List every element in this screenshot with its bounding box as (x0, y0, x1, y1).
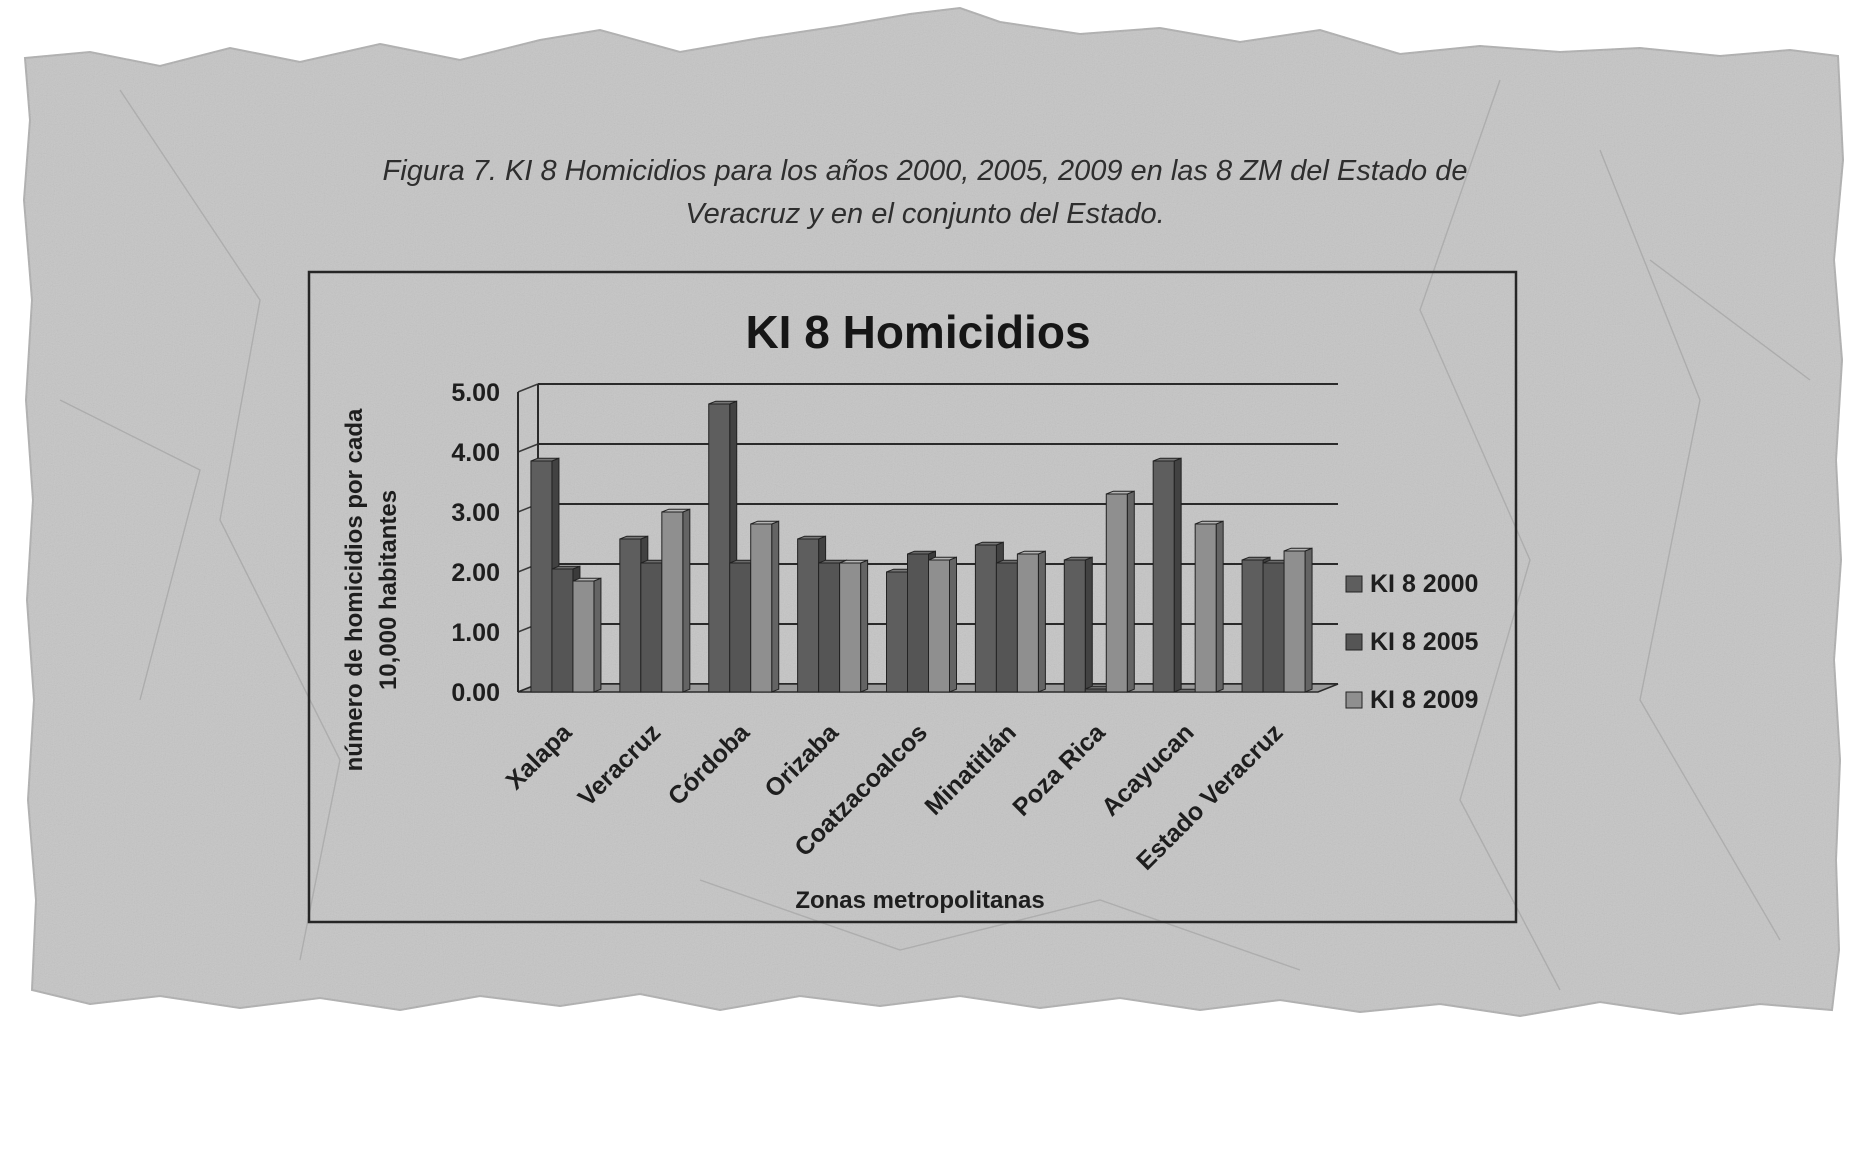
bar-front (661, 511, 684, 693)
bar (1063, 556, 1093, 693)
y-tick-label: 1.00 (451, 619, 500, 647)
bar-front (928, 559, 950, 693)
legend-swatch (1345, 575, 1363, 593)
bar (708, 400, 738, 693)
bar-front (572, 580, 595, 693)
bar-front (1016, 553, 1039, 693)
bar-side (860, 559, 869, 693)
x-axis-title: Zonas metropolitanas (795, 887, 1044, 914)
x-tick-label: Minatitlán (919, 718, 1021, 820)
x-tick-label: Poza Rica (1007, 718, 1111, 822)
bar-front (1262, 562, 1285, 693)
bar-front (1241, 559, 1264, 693)
bar-front (551, 568, 574, 693)
bar-front (818, 562, 841, 693)
x-tick-label: Orizaba (759, 718, 844, 803)
x-tick-label: Xalapa (501, 718, 579, 796)
x-tick-label: Veracruz (573, 718, 667, 812)
y-tick-label: 3.00 (451, 499, 500, 527)
legend-swatch (1345, 691, 1363, 709)
bar-front (1283, 550, 1306, 693)
bar-front (995, 562, 1018, 693)
bar-front (640, 562, 663, 693)
caption-line-2: Veracruz y en el conjunto del Estado. (685, 198, 1165, 230)
bar-front (974, 544, 997, 693)
legend-label: KI 8 2005 (1370, 628, 1479, 656)
bar-front (907, 553, 929, 693)
gridline-side (517, 443, 539, 453)
plot-area: 0.00 1.00 2.00 3.00 4.00 5.00 XalapaVeracruzCó… (451, 379, 1339, 876)
legend-label: KI 8 2000 (1370, 570, 1478, 598)
y-tick-label: 4.00 (451, 439, 500, 467)
bar (928, 556, 957, 693)
bar-side (1084, 556, 1093, 693)
paper-crease-lines (59, 79, 1811, 991)
axis-labels: Zonas metropolitanas número de homicidio… (341, 408, 1045, 914)
bar-side (949, 556, 957, 693)
legend-item: KI 8 2009 (1345, 686, 1478, 714)
legend-label: KI 8 2009 (1370, 686, 1478, 714)
bar (1152, 457, 1182, 693)
bar-front (1105, 493, 1128, 693)
bar-side (1215, 520, 1224, 693)
bar-front (1152, 460, 1175, 693)
figure-caption: Figura 7. KI 8 Homicidios para los años … (250, 150, 1600, 236)
caption-line-1: Figura 7. KI 8 Homicidios para los años … (382, 155, 1468, 187)
bar-front (1063, 559, 1086, 693)
y-axis-title-line-2: 10,000 habitantes (375, 490, 402, 690)
bar-side (771, 520, 780, 693)
legend-item: KI 8 2005 (1345, 628, 1479, 656)
bar (1194, 520, 1224, 693)
bar-side (1304, 547, 1313, 693)
bar-side (1037, 550, 1046, 693)
bar-front (708, 403, 731, 693)
bar (661, 508, 691, 693)
x-tick-label: Córdoba (663, 718, 756, 811)
y-axis-title-line-1: número de homicidios por cada (341, 408, 368, 771)
x-tick-label: Estado Veracruz (1131, 718, 1288, 875)
y-tick-label: 2.00 (451, 559, 500, 587)
bar-front (839, 562, 862, 693)
bar-side (593, 577, 602, 693)
chart-frame (307, 270, 1518, 924)
bar-front (750, 523, 773, 693)
bar-front (1084, 688, 1107, 693)
bar (572, 577, 602, 693)
bar-front (530, 460, 553, 693)
bar (1016, 550, 1046, 693)
y-tick-label: 0.00 (451, 679, 500, 707)
bar-side (1126, 490, 1135, 693)
bar (750, 520, 780, 693)
bar-front (1194, 523, 1217, 693)
bar-side (1173, 457, 1182, 693)
chart-title: KI 8 Homicidios (745, 306, 1090, 358)
bar (1105, 490, 1135, 693)
bar-front (886, 571, 908, 693)
legend-swatch (1345, 633, 1363, 651)
y-axis-title: número de homicidios por cada 10,000 hab… (341, 408, 402, 771)
bar (839, 559, 869, 693)
bar-front (619, 538, 642, 693)
y-tick-label: 5.00 (451, 379, 500, 407)
gridline-side (517, 383, 539, 393)
bar (1283, 547, 1313, 693)
legend-item: KI 8 2000 (1345, 570, 1478, 598)
bar-front (797, 538, 820, 693)
bar-front (729, 562, 752, 693)
legend: KI 8 2000 KI 8 2005 KI 8 2009 (1345, 570, 1479, 714)
bar-side (682, 508, 691, 693)
